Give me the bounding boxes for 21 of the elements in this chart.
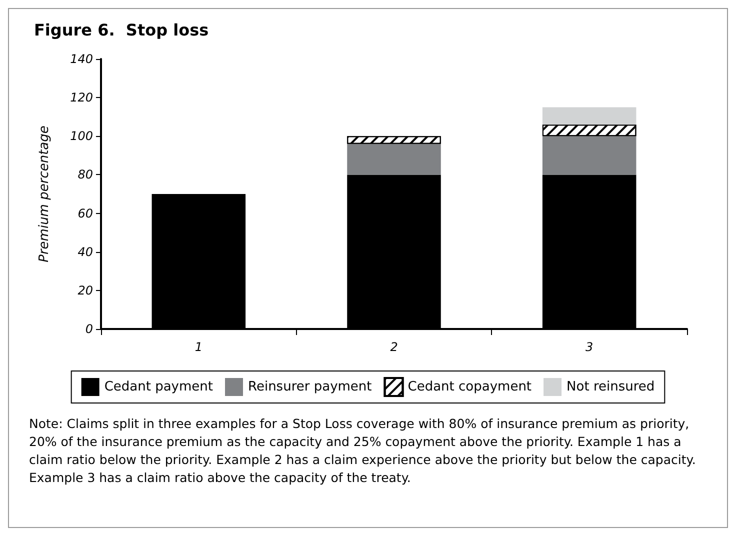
- y-tick-label: 0: [85, 322, 94, 336]
- bar: [347, 144, 441, 175]
- x-tick-label: 2: [390, 340, 398, 354]
- y-axis-title: Premium percentage: [37, 126, 52, 262]
- y-tick-label: 20: [78, 283, 94, 298]
- y-tick-label: 140: [70, 52, 94, 66]
- legend-label: Cedant copayment: [408, 380, 532, 394]
- y-tick-label: 40: [78, 244, 94, 259]
- legend-label: Not reinsured: [566, 380, 655, 394]
- x-tick-label: 3: [586, 340, 594, 354]
- x-tick-label: 1: [194, 340, 202, 354]
- y-tick-label: 80: [78, 168, 94, 182]
- text: Note: Claims split in three examples for a Stop Loss coverage with 80% of insurance premium as priority, 20% of the insurance premium as the capacity and 25% copayment above the priority. Example 1 has a claim ratio below the priority. Example 2 has a claim experience above the priority but below the capacity. Example 3 has a claim ratio above the capacity of the treaty.: [29, 415, 697, 488]
- chart-title: Figure 6. Stop loss: [34, 20, 209, 40]
- legend-label: Reinsurer payment: [248, 380, 372, 394]
- legend-label: Cedant payment: [104, 380, 214, 394]
- y-tick-label: 100: [70, 129, 94, 144]
- y-tick-label: 60: [78, 206, 94, 220]
- y-tick-label: 120: [70, 90, 94, 105]
- bar: [542, 107, 636, 125]
- bar: [542, 136, 636, 175]
